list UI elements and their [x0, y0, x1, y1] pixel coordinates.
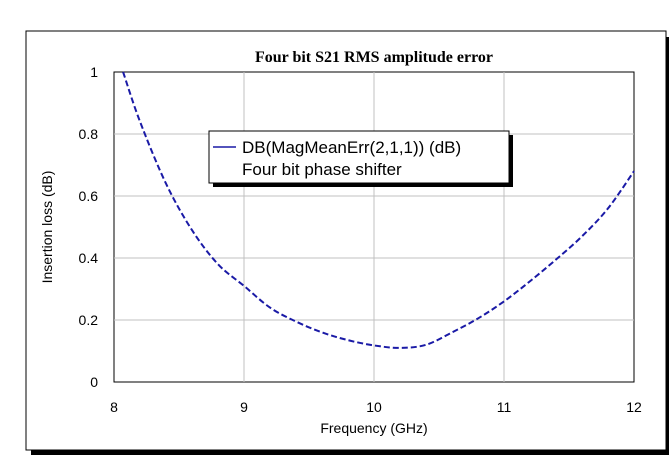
x-tick-label: 11 [497, 399, 512, 415]
legend-entry-caption: Four bit phase shifter [242, 160, 402, 179]
x-tick-label: 8 [110, 399, 118, 415]
x-tick-label: 12 [626, 399, 642, 415]
x-axis-label: Frequency (GHz) [320, 420, 427, 436]
y-tick-label: 0.8 [79, 126, 99, 142]
y-axis-label: Insertion loss (dB) [39, 171, 55, 284]
chart-title: Four bit S21 RMS amplitude error [255, 49, 493, 66]
x-tick-label: 10 [366, 399, 382, 415]
y-tick-label: 0.6 [79, 188, 99, 204]
legend-entry-series: DB(MagMeanErr(2,1,1)) (dB) [242, 138, 461, 157]
y-tick-label: 0.2 [79, 312, 99, 328]
x-tick-label: 9 [240, 399, 248, 415]
y-tick-label: 0.4 [79, 250, 99, 266]
y-tick-label: 1 [90, 64, 98, 80]
y-tick-label: 0 [90, 374, 98, 390]
legend: DB(MagMeanErr(2,1,1)) (dB) Four bit phas… [209, 131, 513, 187]
